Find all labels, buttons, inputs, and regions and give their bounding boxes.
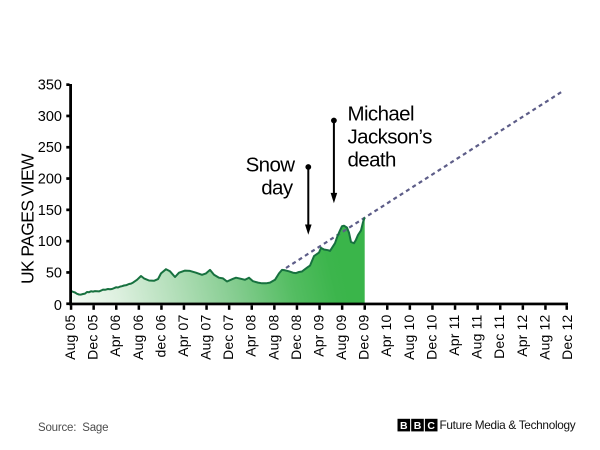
svg-text:Future Media & Technology: Future Media & Technology [440, 418, 576, 432]
svg-text:Aug 12: Aug 12 [536, 315, 552, 360]
svg-text:Dec 11: Dec 11 [491, 315, 507, 359]
svg-text:Apr 07: Apr 07 [175, 315, 191, 357]
svg-text:Aug 06: Aug 06 [130, 315, 146, 360]
svg-text:Dec 09: Dec 09 [356, 315, 372, 360]
svg-text:250: 250 [38, 140, 62, 156]
svg-text:Dec 10: Dec 10 [423, 315, 439, 360]
svg-text:Apr 12: Apr 12 [514, 315, 530, 357]
svg-text:200: 200 [38, 172, 62, 188]
svg-text:100: 100 [38, 234, 62, 250]
svg-text:Aug 05: Aug 05 [62, 315, 78, 360]
svg-text:150: 150 [38, 203, 62, 219]
svg-text:Source: Sage: Source: Sage [38, 422, 108, 434]
svg-text:Apr 10: Apr 10 [378, 315, 394, 357]
svg-text:Aug 11: Aug 11 [469, 315, 485, 359]
svg-text:Aug 10: Aug 10 [401, 315, 417, 360]
svg-text:300: 300 [38, 109, 62, 125]
svg-text:C: C [427, 420, 435, 432]
svg-text:Aug 08: Aug 08 [265, 315, 281, 360]
svg-text:0: 0 [54, 298, 62, 314]
svg-text:Dec 05: Dec 05 [85, 315, 101, 360]
svg-text:dec 06: dec 06 [152, 315, 168, 358]
svg-text:Snow: Snow [246, 154, 296, 177]
svg-text:Aug 07: Aug 07 [198, 315, 214, 360]
svg-text:Dec 07: Dec 07 [220, 315, 236, 360]
svg-text:50: 50 [46, 265, 62, 281]
svg-text:death: death [348, 149, 396, 172]
svg-text:Apr 09: Apr 09 [311, 315, 327, 357]
svg-text:Michael: Michael [348, 103, 414, 126]
svg-text:UK PAGES VIEW: UK PAGES VIEW [18, 153, 38, 284]
svg-text:Jackson’s: Jackson’s [348, 126, 433, 149]
svg-text:Apr 11: Apr 11 [446, 315, 462, 356]
svg-text:Aug 09: Aug 09 [333, 315, 349, 360]
svg-text:Dec 08: Dec 08 [288, 315, 304, 360]
svg-text:B: B [414, 420, 422, 432]
svg-text:350: 350 [38, 78, 62, 94]
svg-text:day: day [261, 177, 294, 200]
svg-text:Dec 12: Dec 12 [559, 315, 575, 360]
svg-text:Apr 08: Apr 08 [243, 315, 259, 357]
svg-text:B: B [400, 420, 408, 432]
svg-text:Apr 06: Apr 06 [107, 315, 123, 357]
